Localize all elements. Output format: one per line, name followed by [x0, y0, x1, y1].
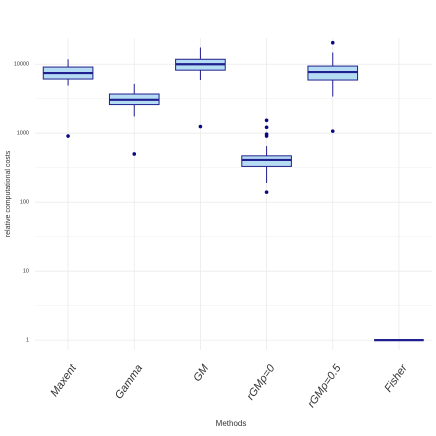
y-tick-label: 10000	[14, 62, 29, 68]
x-tick-label: GM	[191, 362, 211, 384]
y-tick-label: 100	[20, 200, 29, 206]
box	[241, 155, 292, 167]
outlier	[264, 134, 269, 138]
outlier	[198, 124, 203, 129]
y-tick-label: 1	[26, 338, 29, 344]
outlier	[264, 118, 269, 123]
outlier	[330, 129, 335, 133]
x-tick-label: rGMρ=0.5	[305, 362, 344, 410]
y-axis-label: relative computational costs	[5, 150, 12, 237]
outlier	[264, 190, 269, 194]
y-tick-label: 1000	[17, 131, 29, 137]
outlier	[132, 152, 137, 156]
y-tick-label: 10	[23, 269, 29, 275]
outlier	[264, 125, 269, 130]
outlier	[330, 40, 335, 45]
x-tick-label: Fisher	[382, 361, 410, 394]
x-tick-label: rGMρ=0	[245, 362, 278, 403]
outlier	[66, 134, 70, 138]
x-tick-label: Gamma	[113, 363, 145, 402]
x-axis-label: Methods	[216, 419, 247, 428]
x-tick-label: Maxent	[48, 362, 79, 399]
